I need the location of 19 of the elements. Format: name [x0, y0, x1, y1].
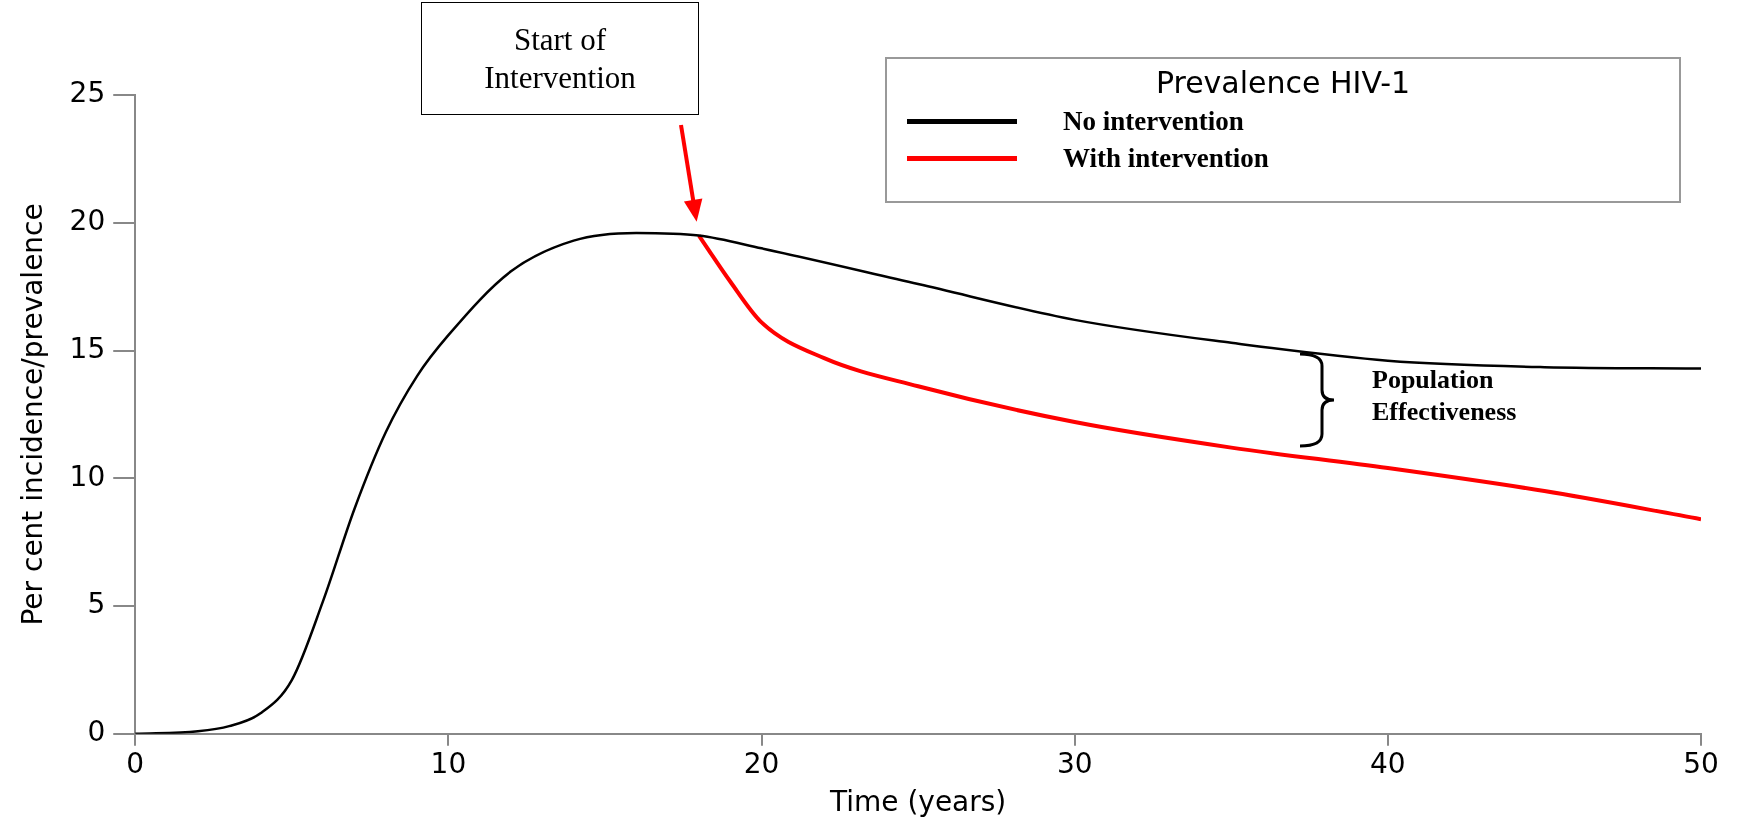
legend-label: With intervention: [1063, 143, 1269, 174]
y-tick-label: 5: [87, 587, 106, 621]
x-tick-label: 50: [1683, 746, 1719, 780]
y-tick-label: 15: [69, 331, 106, 365]
annotation: Population Effectiveness: [1372, 364, 1518, 428]
x-tick-label: 40: [1370, 746, 1406, 780]
y-tick-label: 25: [69, 76, 106, 110]
x-tick-label: 30: [1056, 746, 1093, 780]
x-tick-label: 0: [126, 746, 145, 780]
y-axis-title: Per cent incidence/prevalence: [16, 203, 50, 626]
y-tick-label: 20: [69, 204, 106, 238]
x-axis-title: Time (years): [828, 785, 1007, 819]
x-tick-label: 20: [743, 746, 780, 780]
legend-title: Prevalence HIV-1: [1154, 65, 1412, 100]
y-tick-label: 10: [69, 459, 106, 493]
y-tick-label: 0: [87, 715, 106, 749]
x-tick-label: 10: [430, 746, 467, 780]
legend-label: No intervention: [1063, 106, 1244, 137]
annotation: Start of Intervention: [421, 2, 699, 115]
